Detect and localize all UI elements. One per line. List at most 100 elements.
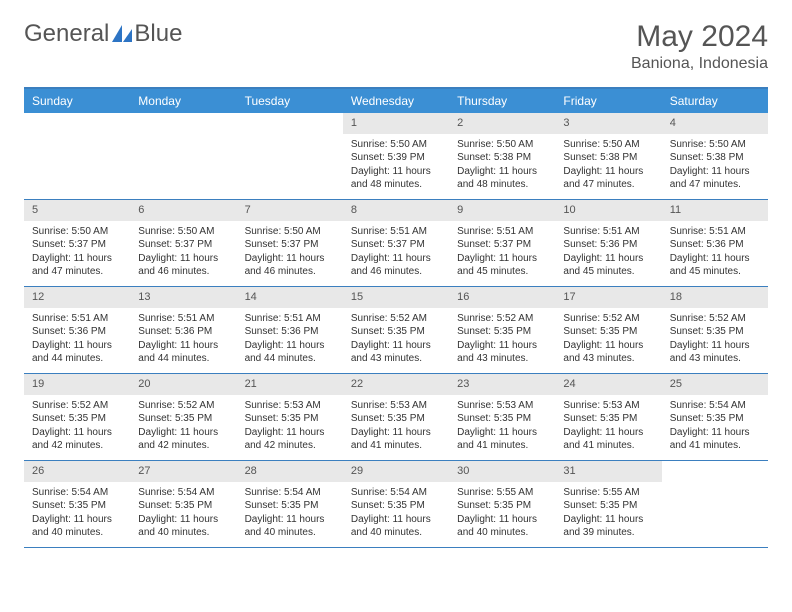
day-body: Sunrise: 5:53 AMSunset: 5:35 PMDaylight:… bbox=[555, 395, 661, 459]
sunrise-line: Sunrise: 5:55 AM bbox=[457, 486, 547, 500]
daylight-line: Daylight: 11 hours and 43 minutes. bbox=[670, 339, 760, 366]
sunset-line: Sunset: 5:36 PM bbox=[563, 238, 653, 252]
daylight-line: Daylight: 11 hours and 44 minutes. bbox=[32, 339, 122, 366]
week-row: 12 Sunrise: 5:51 AMSunset: 5:36 PMDayligh… bbox=[24, 287, 768, 374]
day-cell: 6Sunrise: 5:50 AMSunset: 5:37 PMDaylight… bbox=[130, 200, 236, 286]
brand-part1: General bbox=[24, 20, 109, 48]
day-number: 1 bbox=[343, 113, 449, 134]
day-cell: 7Sunrise: 5:50 AMSunset: 5:37 PMDaylight… bbox=[237, 200, 343, 286]
sunset-line: Sunset: 5:35 PM bbox=[351, 412, 441, 426]
day-number: 19 bbox=[24, 374, 130, 395]
sunset-line: Sunset: 5:35 PM bbox=[32, 412, 122, 426]
daylight-line: Daylight: 11 hours and 41 minutes. bbox=[563, 426, 653, 453]
calendar: SundayMondayTuesdayWednesdayThursdayFrid… bbox=[24, 87, 768, 548]
day-cell: 25Sunrise: 5:54 AMSunset: 5:35 PMDayligh… bbox=[662, 374, 768, 460]
day-body: Sunrise: 5:52 AMSunset: 5:35 PMDaylight:… bbox=[555, 308, 661, 372]
daylight-line: Daylight: 11 hours and 39 minutes. bbox=[563, 513, 653, 540]
day-cell: 3Sunrise: 5:50 AMSunset: 5:38 PMDaylight… bbox=[555, 113, 661, 199]
day-cell: 1Sunrise: 5:50 AMSunset: 5:39 PMDaylight… bbox=[343, 113, 449, 199]
day-body: Sunrise: 5:54 AMSunset: 5:35 PMDaylight:… bbox=[662, 395, 768, 459]
daylight-line: Daylight: 11 hours and 43 minutes. bbox=[457, 339, 547, 366]
daylight-line: Daylight: 11 hours and 47 minutes. bbox=[32, 252, 122, 279]
daylight-line: Daylight: 11 hours and 44 minutes. bbox=[245, 339, 335, 366]
day-body: Sunrise: 5:51 AMSunset: 5:36 PMDaylight:… bbox=[237, 308, 343, 372]
sunset-line: Sunset: 5:35 PM bbox=[245, 499, 335, 513]
day-number: 28 bbox=[237, 461, 343, 482]
day-body: Sunrise: 5:52 AMSunset: 5:35 PMDaylight:… bbox=[343, 308, 449, 372]
sunset-line: Sunset: 5:35 PM bbox=[670, 325, 760, 339]
day-cell: 15Sunrise: 5:52 AMSunset: 5:35 PMDayligh… bbox=[343, 287, 449, 373]
sunrise-line: Sunrise: 5:50 AM bbox=[563, 138, 653, 152]
day-cell: . bbox=[237, 113, 343, 199]
weekday-label: Wednesday bbox=[343, 89, 449, 113]
day-cell: 4Sunrise: 5:50 AMSunset: 5:38 PMDaylight… bbox=[662, 113, 768, 199]
day-cell: 18Sunrise: 5:52 AMSunset: 5:35 PMDayligh… bbox=[662, 287, 768, 373]
sunrise-line: Sunrise: 5:52 AM bbox=[457, 312, 547, 326]
day-body: Sunrise: 5:50 AMSunset: 5:39 PMDaylight:… bbox=[343, 134, 449, 198]
weekday-label: Monday bbox=[130, 89, 236, 113]
sunrise-line: Sunrise: 5:54 AM bbox=[138, 486, 228, 500]
daylight-line: Daylight: 11 hours and 45 minutes. bbox=[563, 252, 653, 279]
sunrise-line: Sunrise: 5:50 AM bbox=[138, 225, 228, 239]
sunset-line: Sunset: 5:35 PM bbox=[457, 325, 547, 339]
day-cell: 14Sunrise: 5:51 AMSunset: 5:36 PMDayligh… bbox=[237, 287, 343, 373]
sunset-line: Sunset: 5:36 PM bbox=[245, 325, 335, 339]
month-title: May 2024 bbox=[631, 20, 768, 53]
day-number: 18 bbox=[662, 287, 768, 308]
daylight-line: Daylight: 11 hours and 47 minutes. bbox=[563, 165, 653, 192]
daylight-line: Daylight: 11 hours and 47 minutes. bbox=[670, 165, 760, 192]
sunset-line: Sunset: 5:39 PM bbox=[351, 151, 441, 165]
day-number: 17 bbox=[555, 287, 661, 308]
brand-logo: General Blue bbox=[24, 20, 182, 48]
day-cell: 29Sunrise: 5:54 AMSunset: 5:35 PMDayligh… bbox=[343, 461, 449, 547]
sunset-line: Sunset: 5:35 PM bbox=[138, 499, 228, 513]
sunrise-line: Sunrise: 5:51 AM bbox=[457, 225, 547, 239]
sunrise-line: Sunrise: 5:50 AM bbox=[457, 138, 547, 152]
day-body: Sunrise: 5:50 AMSunset: 5:37 PMDaylight:… bbox=[237, 221, 343, 285]
day-number: 8 bbox=[343, 200, 449, 221]
day-cell: 5Sunrise: 5:50 AMSunset: 5:37 PMDaylight… bbox=[24, 200, 130, 286]
daylight-line: Daylight: 11 hours and 42 minutes. bbox=[32, 426, 122, 453]
sunset-line: Sunset: 5:37 PM bbox=[457, 238, 547, 252]
day-number: 4 bbox=[662, 113, 768, 134]
sunrise-line: Sunrise: 5:50 AM bbox=[670, 138, 760, 152]
daylight-line: Daylight: 11 hours and 45 minutes. bbox=[457, 252, 547, 279]
daylight-line: Daylight: 11 hours and 44 minutes. bbox=[138, 339, 228, 366]
sunrise-line: Sunrise: 5:52 AM bbox=[351, 312, 441, 326]
day-number: 27 bbox=[130, 461, 236, 482]
header: General Blue May 2024 Baniona, Indonesia bbox=[24, 20, 768, 73]
day-number: 22 bbox=[343, 374, 449, 395]
day-number: 10 bbox=[555, 200, 661, 221]
weekday-row: SundayMondayTuesdayWednesdayThursdayFrid… bbox=[24, 89, 768, 113]
sunset-line: Sunset: 5:35 PM bbox=[351, 325, 441, 339]
day-body: Sunrise: 5:51 AMSunset: 5:37 PMDaylight:… bbox=[449, 221, 555, 285]
weekday-label: Saturday bbox=[662, 89, 768, 113]
day-number: 21 bbox=[237, 374, 343, 395]
sunset-line: Sunset: 5:38 PM bbox=[563, 151, 653, 165]
sunrise-line: Sunrise: 5:54 AM bbox=[32, 486, 122, 500]
day-cell: 21Sunrise: 5:53 AMSunset: 5:35 PMDayligh… bbox=[237, 374, 343, 460]
day-body: Sunrise: 5:51 AMSunset: 5:36 PMDaylight:… bbox=[662, 221, 768, 285]
day-number: 2 bbox=[449, 113, 555, 134]
day-cell: 10Sunrise: 5:51 AMSunset: 5:36 PMDayligh… bbox=[555, 200, 661, 286]
sunrise-line: Sunrise: 5:54 AM bbox=[351, 486, 441, 500]
day-body: Sunrise: 5:53 AMSunset: 5:35 PMDaylight:… bbox=[237, 395, 343, 459]
day-body: Sunrise: 5:55 AMSunset: 5:35 PMDaylight:… bbox=[555, 482, 661, 546]
day-cell: 30Sunrise: 5:55 AMSunset: 5:35 PMDayligh… bbox=[449, 461, 555, 547]
sunset-line: Sunset: 5:35 PM bbox=[245, 412, 335, 426]
day-body: Sunrise: 5:54 AMSunset: 5:35 PMDaylight:… bbox=[24, 482, 130, 546]
day-cell: 22Sunrise: 5:53 AMSunset: 5:35 PMDayligh… bbox=[343, 374, 449, 460]
sunrise-line: Sunrise: 5:53 AM bbox=[457, 399, 547, 413]
daylight-line: Daylight: 11 hours and 45 minutes. bbox=[670, 252, 760, 279]
sunrise-line: Sunrise: 5:52 AM bbox=[138, 399, 228, 413]
day-cell: 19Sunrise: 5:52 AMSunset: 5:35 PMDayligh… bbox=[24, 374, 130, 460]
day-body: Sunrise: 5:50 AMSunset: 5:38 PMDaylight:… bbox=[555, 134, 661, 198]
day-cell: 31Sunrise: 5:55 AMSunset: 5:35 PMDayligh… bbox=[555, 461, 661, 547]
day-number: 30 bbox=[449, 461, 555, 482]
sunrise-line: Sunrise: 5:54 AM bbox=[670, 399, 760, 413]
day-number: 12 bbox=[24, 287, 130, 308]
day-body: Sunrise: 5:55 AMSunset: 5:35 PMDaylight:… bbox=[449, 482, 555, 546]
daylight-line: Daylight: 11 hours and 42 minutes. bbox=[138, 426, 228, 453]
day-number: 9 bbox=[449, 200, 555, 221]
day-body: Sunrise: 5:53 AMSunset: 5:35 PMDaylight:… bbox=[449, 395, 555, 459]
